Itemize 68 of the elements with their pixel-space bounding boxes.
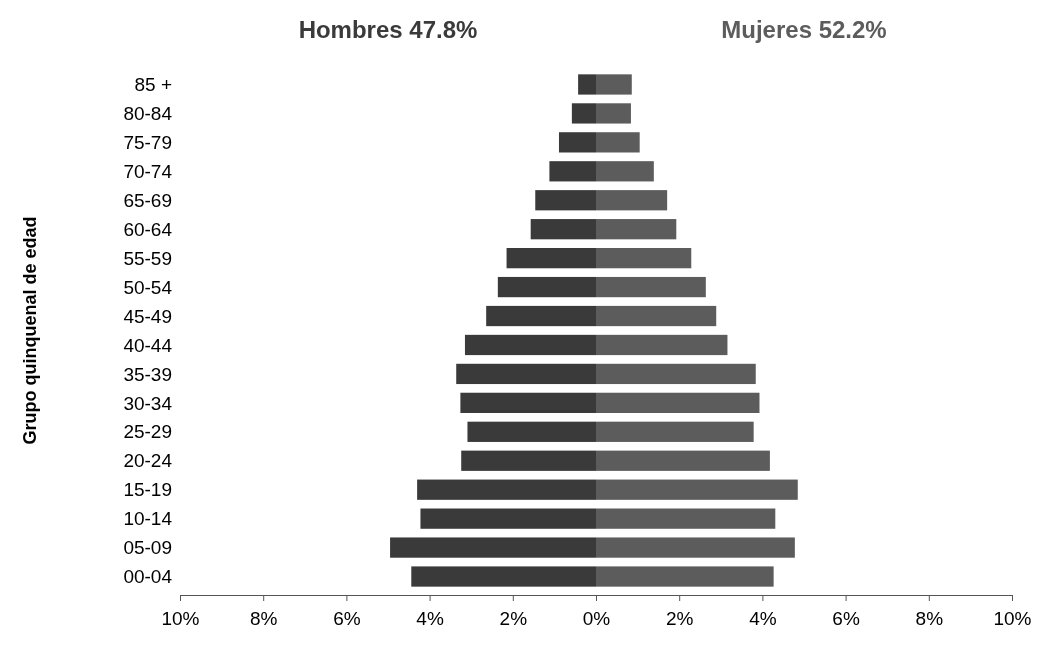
- bar: [596, 566, 774, 587]
- bar: [596, 334, 728, 356]
- bar: [596, 219, 677, 240]
- bar: [596, 479, 798, 500]
- bar: [596, 132, 640, 153]
- y-tick-label: 00-04: [123, 566, 173, 588]
- bar: [596, 421, 754, 442]
- bar: [596, 161, 654, 182]
- x-tick-label: 4%: [749, 607, 777, 629]
- x-tick-label: 0%: [582, 607, 611, 629]
- x-tick-label: 6%: [832, 607, 860, 629]
- y-tick-label: 45-49: [123, 305, 172, 327]
- bar: [596, 276, 706, 298]
- bar: [596, 392, 760, 413]
- text: Hombres 47.8%: [298, 16, 478, 43]
- y-tick-label: 85 +: [134, 74, 172, 96]
- y-tick-label: 75-79: [123, 132, 172, 154]
- y-tick-label: 15-19: [123, 479, 172, 501]
- bar: [420, 508, 596, 529]
- y-tick-label: 60-64: [123, 218, 173, 240]
- x-tick-label: 2%: [665, 607, 694, 629]
- x-tick-label: 4%: [416, 607, 444, 629]
- bar: [411, 566, 596, 587]
- bar: [535, 190, 596, 211]
- bar: [571, 103, 596, 124]
- bar: [461, 450, 596, 471]
- y-tick-label: 20-24: [123, 450, 173, 472]
- bar: [467, 421, 596, 442]
- bar: [464, 334, 596, 356]
- bar: [596, 74, 632, 95]
- bar: [596, 363, 756, 385]
- bar: [506, 248, 596, 269]
- y-tick-label: 70-74: [123, 160, 173, 182]
- text: Mujeres 52.2%: [721, 16, 887, 43]
- y-tick-label: 50-54: [123, 276, 173, 298]
- bar: [390, 537, 596, 558]
- y-tick-label: 65-69: [123, 189, 172, 211]
- bar: [596, 537, 795, 558]
- bar: [497, 276, 596, 298]
- y-tick-label: 80-84: [123, 103, 173, 125]
- y-tick-label: 35-39: [123, 363, 172, 385]
- y-tick-label: 40-44: [123, 334, 173, 356]
- bar: [596, 103, 631, 124]
- bar: [596, 305, 717, 327]
- bar: [460, 392, 596, 413]
- bar: [549, 161, 596, 182]
- y-tick-label: 25-29: [123, 421, 172, 443]
- y-tick-label: 10-14: [123, 508, 173, 530]
- y-tick-label: 30-34: [123, 392, 173, 414]
- bar: [530, 219, 596, 240]
- bar: [456, 363, 596, 385]
- bar: [596, 450, 770, 471]
- bar: [578, 74, 596, 95]
- x-tick-label: 8%: [249, 607, 278, 629]
- bar: [596, 248, 692, 269]
- y-tick-label: 55-59: [123, 247, 172, 269]
- x-tick-label: 2%: [499, 607, 528, 629]
- x-tick-label: 6%: [333, 607, 361, 629]
- y-tick-label: 05-09: [123, 537, 172, 559]
- bar: [558, 132, 596, 153]
- x-tick-label: 10%: [993, 607, 1032, 629]
- y-axis-title: Grupo quinquenal de edad: [20, 216, 41, 445]
- bar: [596, 508, 776, 529]
- bar: [417, 479, 596, 500]
- bar: [596, 190, 668, 211]
- bar: [486, 305, 596, 327]
- x-tick-label: 10%: [161, 607, 200, 629]
- x-tick-label: 8%: [915, 607, 944, 629]
